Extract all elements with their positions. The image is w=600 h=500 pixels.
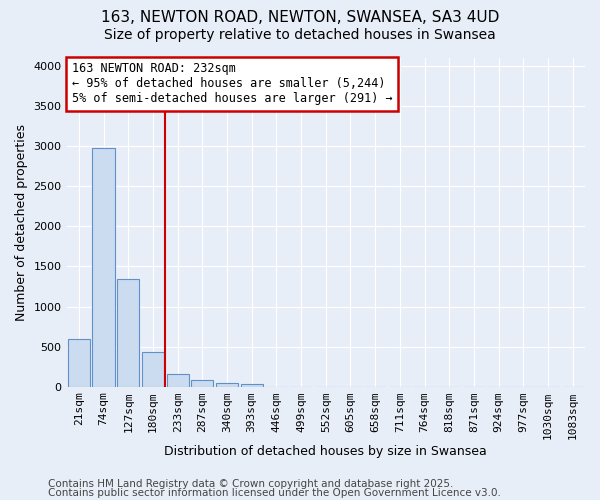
Text: Contains public sector information licensed under the Open Government Licence v3: Contains public sector information licen…: [48, 488, 501, 498]
Bar: [117, 279, 139, 387]
Bar: [68, 340, 90, 387]
Y-axis label: Number of detached properties: Number of detached properties: [15, 124, 28, 320]
Bar: [191, 380, 214, 387]
Bar: [142, 352, 164, 387]
Bar: [241, 384, 263, 387]
Text: Size of property relative to detached houses in Swansea: Size of property relative to detached ho…: [104, 28, 496, 42]
X-axis label: Distribution of detached houses by size in Swansea: Distribution of detached houses by size …: [164, 444, 487, 458]
Text: 163 NEWTON ROAD: 232sqm
← 95% of detached houses are smaller (5,244)
5% of semi-: 163 NEWTON ROAD: 232sqm ← 95% of detache…: [72, 62, 392, 106]
Text: 163, NEWTON ROAD, NEWTON, SWANSEA, SA3 4UD: 163, NEWTON ROAD, NEWTON, SWANSEA, SA3 4…: [101, 10, 499, 25]
Text: Contains HM Land Registry data © Crown copyright and database right 2025.: Contains HM Land Registry data © Crown c…: [48, 479, 454, 489]
Bar: [216, 383, 238, 387]
Bar: [92, 148, 115, 387]
Bar: [167, 374, 189, 387]
